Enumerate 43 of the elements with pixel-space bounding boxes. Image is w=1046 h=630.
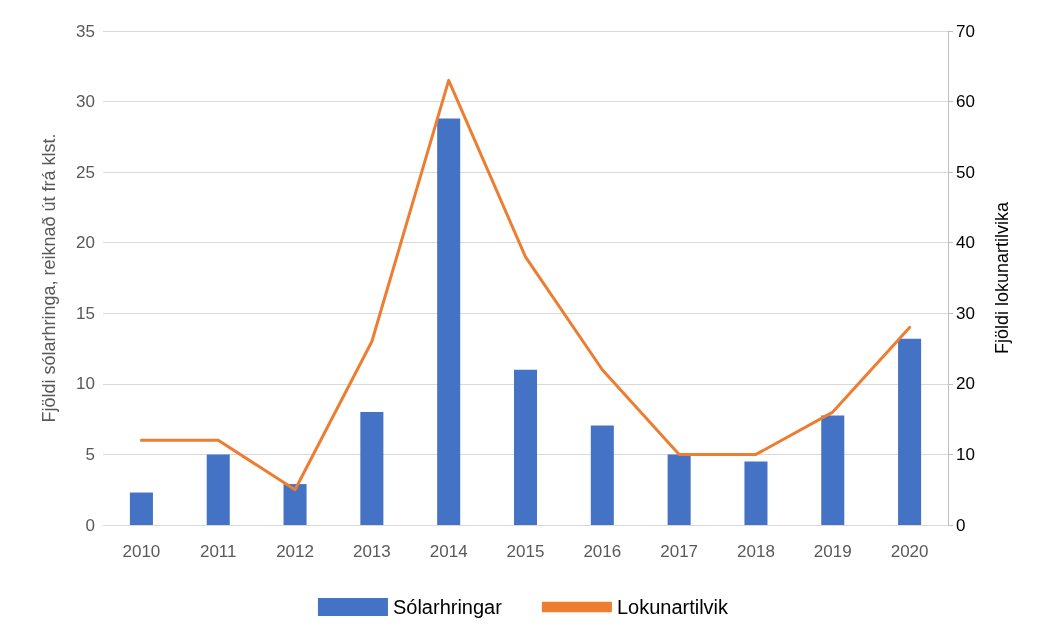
bar (206, 454, 230, 525)
y2-tick-label: 50 (956, 162, 975, 182)
x-tick-label: 2017 (660, 542, 699, 561)
y-tick-label: 20 (76, 233, 95, 253)
y2-tick-label: 30 (956, 303, 975, 323)
y2-tick-label: 20 (956, 374, 975, 394)
y2-tick-label: 70 (956, 21, 975, 41)
y-tick-label: 10 (76, 374, 95, 394)
x-tick-label: 2015 (506, 542, 545, 561)
legend-label: Sólarhringar (392, 596, 503, 618)
bar (283, 484, 307, 525)
bar (590, 425, 614, 525)
x-tick-label: 2019 (813, 542, 852, 561)
bar (667, 454, 691, 525)
y-tick-label: 15 (76, 303, 95, 323)
line-series (139, 78, 912, 492)
y-tick-label: 25 (76, 162, 95, 182)
x-tick-label: 2014 (429, 542, 468, 561)
x-tick-label: 2012 (276, 542, 314, 561)
y2-tick-label: 10 (956, 444, 975, 464)
x-tick-label: 2018 (737, 542, 775, 561)
x-tick-label: 2020 (890, 542, 929, 561)
y-tick-label: 35 (76, 21, 95, 41)
x-tick-label: 2016 (583, 542, 622, 561)
bar (744, 461, 768, 525)
bar (513, 369, 538, 525)
y-tick-label: 5 (85, 444, 95, 464)
x-tick-label: 2010 (122, 542, 161, 561)
x-tick-label: 2013 (352, 542, 391, 561)
bar (821, 415, 845, 525)
bar (360, 412, 384, 525)
y2-tick-label: 60 (956, 92, 975, 112)
y-axis-title: Fjöldi sólarhringa, reiknað út frá klst. (39, 133, 59, 423)
bar (129, 492, 153, 525)
y2-tick-label: 40 (956, 233, 975, 253)
y2-axis-title: Fjöldi lokunartilvika (992, 200, 1012, 355)
legend-label: Lokunartilvik (616, 596, 730, 618)
bar (437, 118, 461, 525)
bar (898, 338, 922, 525)
x-tick-label: 2011 (199, 542, 237, 561)
y-tick-label: 30 (76, 92, 95, 112)
y2-tick-label: 0 (956, 515, 966, 535)
y-tick-label: 0 (85, 515, 95, 535)
